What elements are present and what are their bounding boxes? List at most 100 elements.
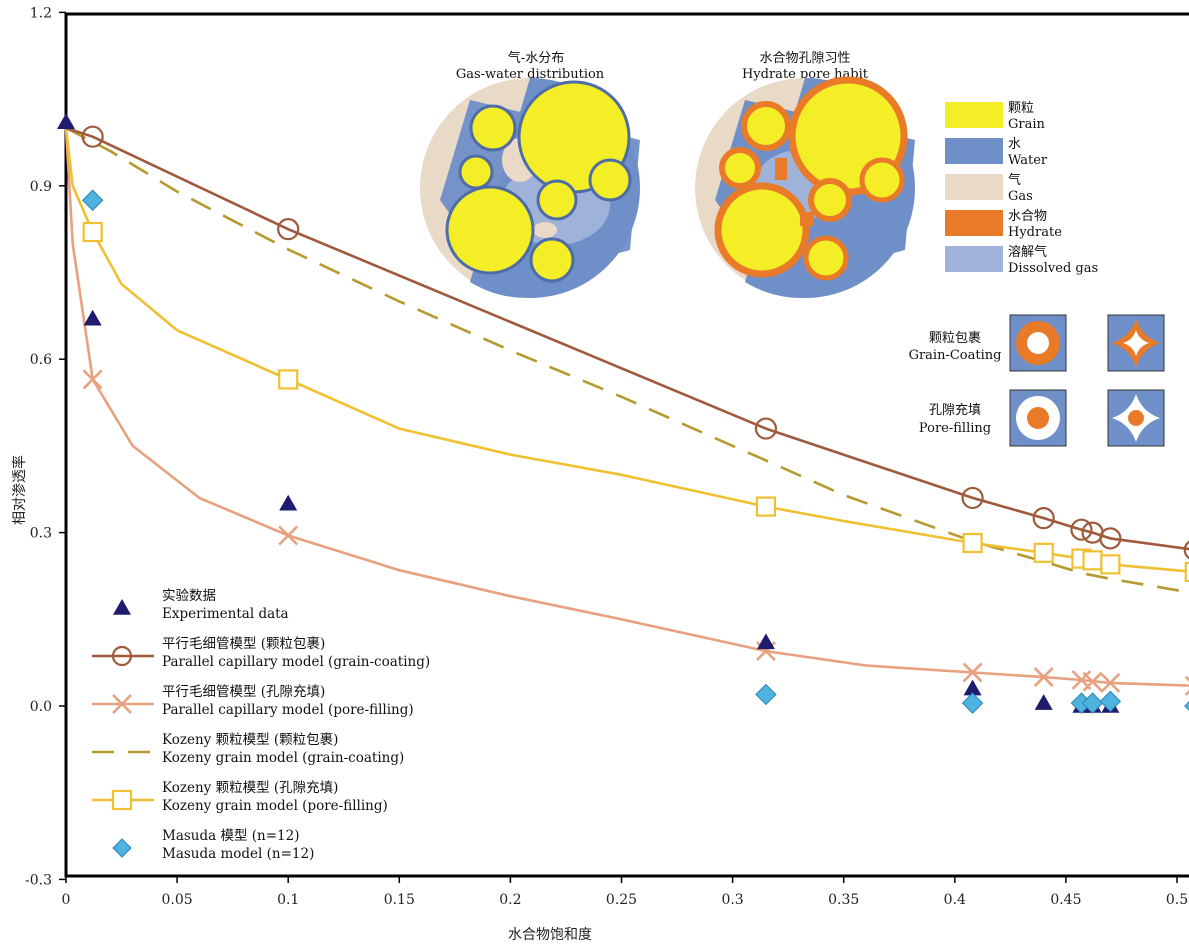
data-point-masuda — [1099, 690, 1122, 713]
legend-label-en-experimental: Experimental data — [162, 606, 289, 622]
data-point-masuda — [755, 683, 777, 706]
legend-marker-pc_gc — [111, 645, 133, 667]
data-point-pc_gc — [1099, 527, 1122, 550]
pore-filling-label-cn: 孔隙充填 — [929, 402, 981, 418]
data-point-pc_pf-stroke — [278, 525, 299, 546]
series-kz_pf — [64, 127, 1189, 583]
data-point-pc_gc — [961, 486, 984, 510]
data-point-pc_pf-stroke — [1082, 671, 1103, 692]
legend-marker-experimental — [113, 599, 131, 615]
legend-marker-masuda — [112, 838, 132, 858]
data-point-pc_gc — [1183, 540, 1189, 560]
x-tick-label: 0.45 — [1050, 892, 1081, 908]
data-point-pc_pf-stroke — [1033, 667, 1054, 688]
legend-label-en-kz_pf: Kozeny grain model (pore-filling) — [162, 798, 388, 814]
material-label-en: Water — [1008, 153, 1048, 168]
series-masuda — [81, 189, 1189, 714]
material-label-cn: 气 — [1008, 172, 1021, 188]
legend-entry-kz_pf: Kozeny 颗粒模型 (孔隙充填) Kozeny grain model (po… — [92, 780, 388, 814]
data-point-kz_pf — [962, 532, 983, 554]
material-label-cn: 水 — [1008, 137, 1021, 152]
material-label-en: Dissolved gas — [1008, 261, 1098, 276]
data-point-masuda — [81, 189, 104, 211]
grain-coating-label-cn: 颗粒包裹 — [929, 331, 981, 346]
legend-entry-experimental: 实验数据 Experimental data — [113, 588, 289, 622]
data-point-pc_pf-stroke — [1100, 672, 1121, 693]
data-point-experimental — [83, 309, 102, 326]
data-point-experimental — [57, 113, 75, 129]
x-tick-label: 0.35 — [828, 892, 859, 908]
x-tick-label: 0 — [62, 892, 71, 908]
legend-label-cn-masuda: Masuda 模型 (n=12) — [162, 828, 300, 844]
series-line-kz_gc — [65, 126, 1189, 594]
data-point-kz_pf — [1082, 550, 1103, 571]
x-axis-ticks: 0 0.05 0.1 0.15 0.2 0.25 0.3 0.35 0.4 0.45 0.5 — [62, 876, 1188, 908]
y-tick-label: 1.2 — [30, 5, 52, 21]
data-point-pc_gc — [277, 218, 300, 241]
data-point-pc_pf — [82, 369, 103, 390]
x-tick-label: 0.3 — [721, 892, 743, 908]
legend-entry-kz_gc: Kozeny 颗粒模型 (颗粒包裹) Kozeny grain model (gr… — [92, 732, 404, 766]
x-tick-label: 0.1 — [277, 892, 299, 908]
material-swatch — [945, 174, 1003, 200]
legend-label-en-pc_pf: Parallel capillary model (pore-filling) — [162, 702, 414, 718]
data-point-masuda — [1081, 692, 1104, 714]
data-point-experimental — [963, 679, 982, 696]
series-layer — [57, 113, 1189, 714]
data-point-pc_pf-stroke — [962, 662, 983, 683]
data-point-experimental — [1034, 694, 1053, 710]
data-point-pc_pf — [1033, 667, 1054, 688]
data-point-pc_pf — [1082, 671, 1103, 692]
plot-frame — [64, 12, 1189, 878]
legend-label-cn-pc_pf: 平行毛细管模型 (孔隙充填) — [162, 684, 325, 700]
data-point-pc_pf-stroke — [82, 369, 103, 390]
x-tick-label: 0.15 — [384, 892, 415, 908]
legend-label-en-kz_gc: Kozeny grain model (grain-coating) — [162, 750, 404, 766]
legend-marker-pc_pf-stroke — [112, 694, 132, 714]
data-point-masuda — [1184, 701, 1189, 711]
data-point-pc_pf — [278, 525, 299, 546]
legend-entry-pc_pf: 平行毛细管模型 (孔隙充填) Parallel capillary model (… — [92, 684, 414, 718]
series-pc_pf — [64, 127, 1189, 696]
data-point-pc_gc — [1070, 518, 1093, 541]
data-point-kz_pf — [278, 369, 299, 390]
legend-label-en-masuda: Masuda model (n=12) — [162, 846, 314, 862]
series-line-pc_pf — [64, 127, 1189, 687]
material-label-cn: 溶解气 — [1008, 244, 1047, 260]
inset-hydrate-habit: 水合物孔隙习性 Hydrate pore habit — [695, 51, 915, 299]
legend-label-cn-kz_pf: Kozeny 颗粒模型 (孔隙充填) — [162, 780, 338, 796]
y-tick-label: 0.6 — [30, 352, 52, 368]
x-tick-label: 0.5 — [1166, 892, 1188, 908]
x-tick-label: 0.25 — [606, 892, 637, 908]
data-point-kz_pf — [1100, 554, 1121, 575]
x-tick-label: 0.05 — [162, 892, 193, 908]
material-label-cn: 水合物 — [1008, 209, 1047, 224]
material-label-en: Gas — [1008, 189, 1033, 204]
inset-gas-water-title-en: Gas-water distribution — [456, 67, 605, 82]
data-point-masuda — [961, 692, 984, 714]
x-tick-label: 0.4 — [944, 892, 966, 908]
x-tick-label: 0.2 — [499, 892, 521, 908]
legend-label-cn-kz_gc: Kozeny 颗粒模型 (颗粒包裹) — [162, 732, 338, 748]
legend-marker-kz_pf — [111, 789, 133, 811]
material-label-en: Hydrate — [1008, 225, 1062, 240]
pore-filling-star-icon — [1107, 389, 1165, 447]
grain-coating-star-icon — [1107, 314, 1165, 372]
data-point-experimental — [279, 494, 298, 511]
data-point-kz_pf — [1184, 561, 1189, 583]
y-tick-label: 0.0 — [30, 699, 52, 715]
y-axis-label: 相对渗透率 — [11, 455, 28, 525]
pore-filling-circle-icon — [1009, 389, 1067, 447]
legend-marker-pc_pf — [112, 694, 132, 714]
legend-entry-masuda: Masuda 模型 (n=12) Masuda model (n=12) — [112, 828, 314, 862]
y-tick-label: 0.3 — [30, 526, 52, 542]
data-point-experimental — [756, 633, 775, 650]
material-swatch — [945, 210, 1003, 236]
data-point-pc_gc — [1032, 507, 1055, 530]
y-tick-label: -0.3 — [25, 872, 52, 888]
data-point-pc_pf — [1100, 672, 1121, 693]
